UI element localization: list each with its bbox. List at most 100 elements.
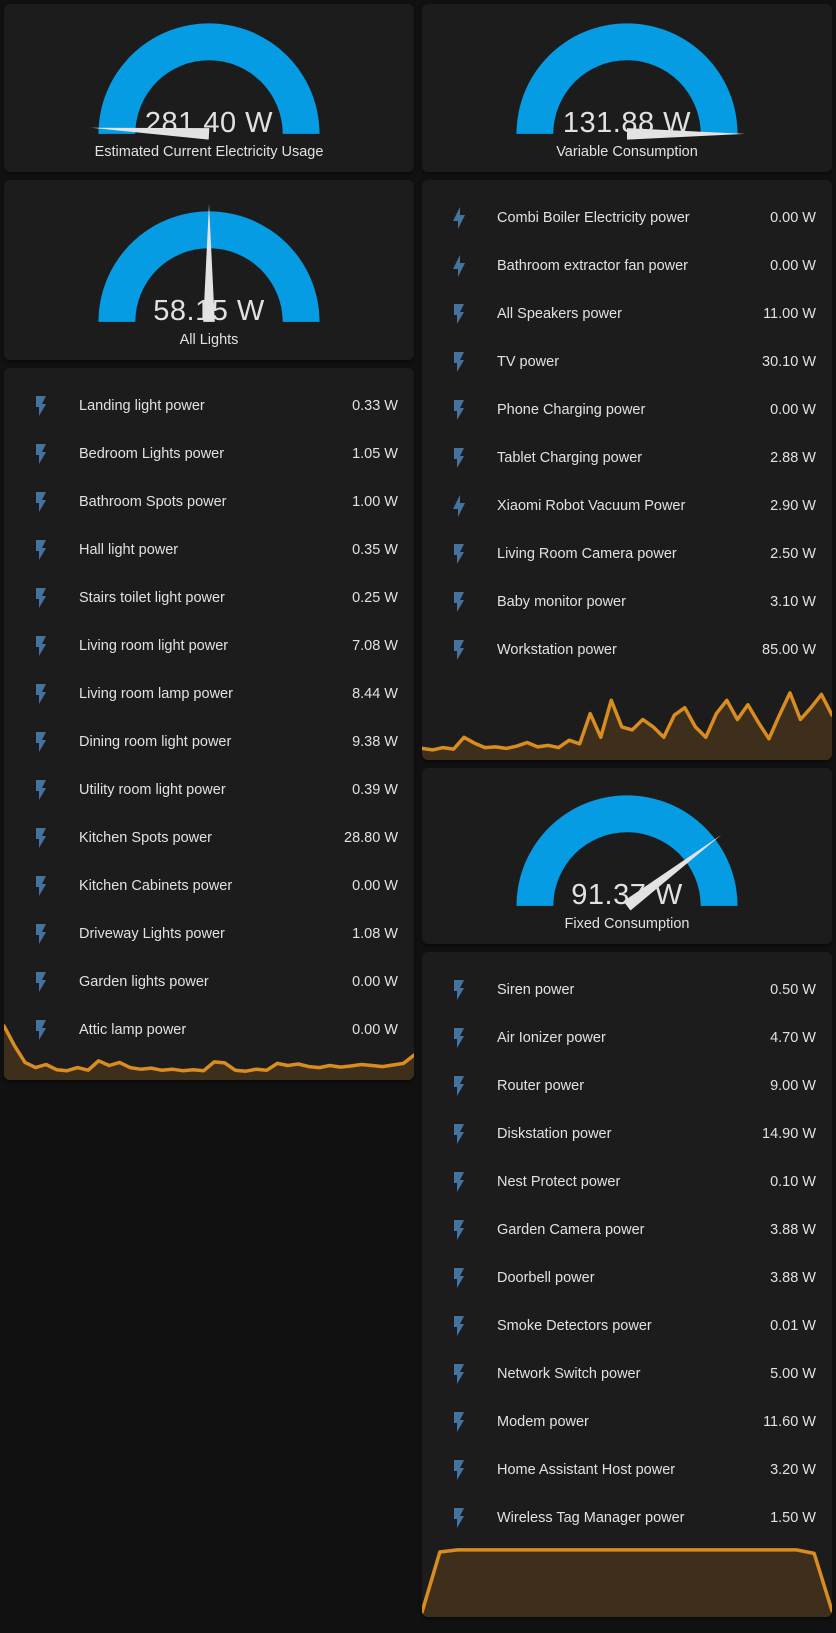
entity-name: Hall light power xyxy=(79,542,179,558)
entity-row[interactable]: Doorbell power 3.88 W xyxy=(422,1254,832,1302)
entity-row[interactable]: Diskstation power 14.90 W xyxy=(422,1110,832,1158)
entity-row[interactable]: Bathroom Spots power 1.00 W xyxy=(4,478,414,526)
entity-row[interactable]: Hall light power 0.35 W xyxy=(4,526,414,574)
entity-value: 0.00 W xyxy=(352,1022,398,1038)
entity-name: Dining room light power xyxy=(79,734,232,750)
entity-value: 9.00 W xyxy=(770,1078,816,1094)
flash-icon xyxy=(454,1460,464,1480)
gauge-card[interactable]: 91.37 W Fixed Consumption xyxy=(422,768,832,944)
history-sparkline xyxy=(4,1022,414,1080)
entity-value: 3.20 W xyxy=(770,1462,816,1478)
flash-icon xyxy=(454,1412,464,1432)
history-sparkline xyxy=(422,1541,832,1617)
gauge-card[interactable]: 281.40 W Estimated Current Electricity U… xyxy=(4,4,414,172)
entity-name: Utility room light power xyxy=(79,782,226,798)
entities-card: Siren power 0.50 W Air Ionizer power 4.7… xyxy=(422,952,832,1617)
entity-name: All Speakers power xyxy=(497,306,622,322)
entity-value: 3.88 W xyxy=(770,1270,816,1286)
flash-icon xyxy=(454,544,464,564)
entity-row[interactable]: Kitchen Cabinets power 0.00 W xyxy=(4,862,414,910)
flash-icon xyxy=(454,352,464,372)
entity-row[interactable]: Xiaomi Robot Vacuum Power 2.90 W xyxy=(422,482,832,530)
gauge-label: Estimated Current Electricity Usage xyxy=(94,144,324,160)
gauge-arc xyxy=(516,795,738,906)
entity-row[interactable]: Bedroom Lights power 1.05 W xyxy=(4,430,414,478)
entity-row[interactable]: Modem power 11.60 W xyxy=(422,1398,832,1446)
gauge-label: All Lights xyxy=(179,332,239,348)
flash-icon xyxy=(36,828,46,848)
entity-row[interactable]: Living room light power 7.08 W xyxy=(4,622,414,670)
flash-icon xyxy=(36,588,46,608)
entity-row[interactable]: Garden Camera power 3.88 W xyxy=(422,1206,832,1254)
entity-row[interactable]: Living Room Camera power 2.50 W xyxy=(422,530,832,578)
gauge: 281.40 W xyxy=(51,16,367,140)
entity-row[interactable]: Landing light power 0.33 W xyxy=(4,382,414,430)
flash-icon xyxy=(36,924,46,944)
entity-row[interactable]: Dining room light power 9.38 W xyxy=(4,718,414,766)
entity-row[interactable]: Baby monitor power 3.10 W xyxy=(422,578,832,626)
entity-row[interactable]: TV power 30.10 W xyxy=(422,338,832,386)
gauge-arc xyxy=(516,23,738,134)
entity-value: 11.60 W xyxy=(763,1414,816,1430)
entity-row[interactable]: Wireless Tag Manager power 1.50 W xyxy=(422,1494,832,1542)
entity-row[interactable]: Smoke Detectors power 0.01 W xyxy=(422,1302,832,1350)
entity-row[interactable]: All Speakers power 11.00 W xyxy=(422,290,832,338)
flash-icon xyxy=(36,492,46,512)
sparkline-line xyxy=(422,693,832,750)
entity-row[interactable]: Air Ionizer power 4.70 W xyxy=(422,1014,832,1062)
entity-value: 7.08 W xyxy=(352,638,398,654)
gauge-card[interactable]: 131.88 W Variable Consumption xyxy=(422,4,832,172)
entity-row[interactable]: Home Assistant Host power 3.20 W xyxy=(422,1446,832,1494)
entity-row[interactable]: Siren power 0.50 W xyxy=(422,966,832,1014)
flash-icon xyxy=(454,1172,464,1192)
entity-row[interactable]: Phone Charging power 0.00 W xyxy=(422,386,832,434)
entity-row[interactable]: Stairs toilet light power 0.25 W xyxy=(4,574,414,622)
entity-row[interactable]: Driveway Lights power 1.08 W xyxy=(4,910,414,958)
entity-row[interactable]: Tablet Charging power 2.88 W xyxy=(422,434,832,482)
flash-icon xyxy=(454,592,464,612)
entity-rows: Landing light power 0.33 W Bedroom Light… xyxy=(4,368,414,1054)
entity-row[interactable]: Bathroom extractor fan power 0.00 W xyxy=(422,242,832,290)
entity-row[interactable]: Attic lamp power 0.00 W xyxy=(4,1006,414,1054)
entity-name: Garden lights power xyxy=(79,974,209,990)
entity-row[interactable]: Router power 9.00 W xyxy=(422,1062,832,1110)
flash-icon xyxy=(454,1316,464,1336)
flash-icon xyxy=(454,980,464,1000)
entity-name: Garden Camera power xyxy=(497,1222,645,1238)
entity-name: Living room light power xyxy=(79,638,229,654)
entity-value: 14.90 W xyxy=(762,1126,816,1142)
entity-row[interactable]: Living room lamp power 8.44 W xyxy=(4,670,414,718)
entity-name: Bathroom Spots power xyxy=(79,494,227,510)
entity-row[interactable]: Kitchen Spots power 28.80 W xyxy=(4,814,414,862)
flash-icon xyxy=(36,396,46,416)
gauge: 91.37 W xyxy=(469,788,785,911)
entity-value: 2.88 W xyxy=(770,450,816,466)
entity-value: 5.00 W xyxy=(770,1366,816,1382)
entity-row[interactable]: Utility room light power 0.39 W xyxy=(4,766,414,814)
entity-value: 0.00 W xyxy=(352,974,398,990)
flash-icon xyxy=(454,400,464,420)
sparkline-fill xyxy=(4,1026,414,1080)
gauge-value: 131.88 W xyxy=(562,107,692,139)
entity-value: 85.00 W xyxy=(762,642,816,658)
flash-icon xyxy=(36,636,46,656)
flash-icon xyxy=(454,1268,464,1288)
entity-name: Tablet Charging power xyxy=(497,450,643,466)
entity-row[interactable]: Nest Protect power 0.10 W xyxy=(422,1158,832,1206)
entity-value: 0.39 W xyxy=(352,782,398,798)
flash-icon xyxy=(454,1028,464,1048)
entity-row[interactable]: Combi Boiler Electricity power 0.00 W xyxy=(422,194,832,242)
entity-row[interactable]: Network Switch power 5.00 W xyxy=(422,1350,832,1398)
entity-name: Combi Boiler Electricity power xyxy=(497,210,690,226)
entity-name: Nest Protect power xyxy=(497,1174,621,1190)
lightning-bolt-icon xyxy=(453,255,465,277)
entity-row[interactable]: Garden lights power 0.00 W xyxy=(4,958,414,1006)
flash-icon xyxy=(454,1076,464,1096)
entity-value: 8.44 W xyxy=(352,686,398,702)
entity-row[interactable]: Workstation power 85.00 W xyxy=(422,626,832,674)
flash-icon xyxy=(36,684,46,704)
gauge-card[interactable]: 58.15 W All Lights xyxy=(4,180,414,360)
sparkline-line xyxy=(422,1550,832,1612)
entity-value: 0.01 W xyxy=(770,1318,816,1334)
entity-value: 0.35 W xyxy=(352,542,398,558)
